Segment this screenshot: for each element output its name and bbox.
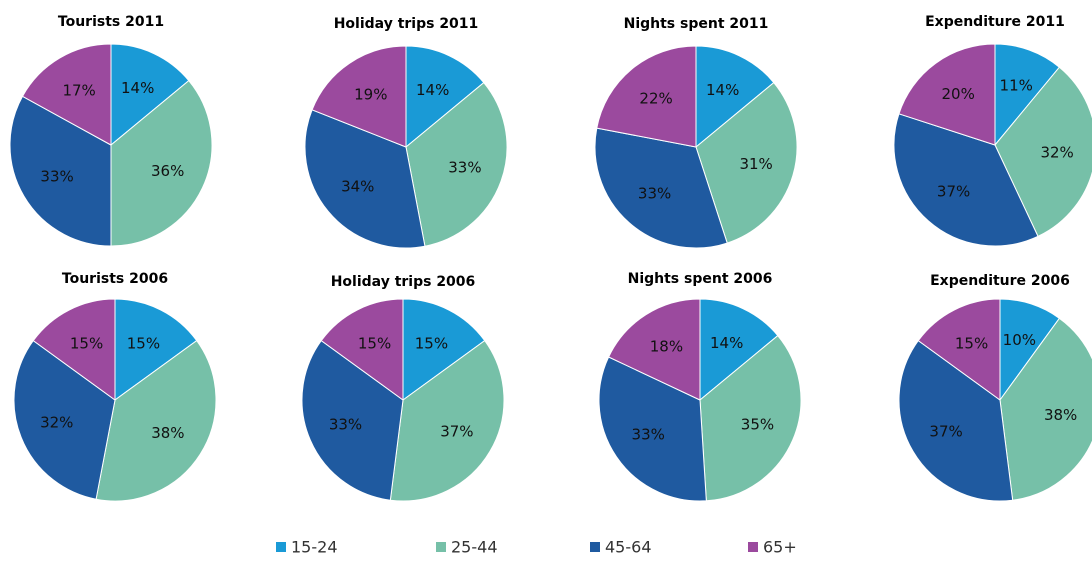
slice-label: 37% (929, 422, 962, 440)
slice-label: 35% (741, 415, 774, 433)
pie-slice (994, 43, 1061, 147)
pie-slice (95, 339, 217, 502)
pie-title: Holiday trips 2006 (331, 274, 476, 290)
pie-slice (695, 81, 798, 244)
slice-label: 17% (62, 82, 95, 100)
slice-label: 32% (1040, 143, 1073, 161)
slice-label: 34% (341, 177, 374, 195)
legend-label: 45-64 (605, 538, 652, 557)
pie-slice (311, 45, 407, 148)
pie-slice (114, 298, 198, 401)
pie-slice (301, 339, 404, 501)
legend-swatch (436, 542, 446, 552)
pie-slice (594, 127, 728, 249)
pie-slice (917, 298, 1001, 401)
slice-label: 10% (1003, 331, 1036, 349)
slice-label: 15% (70, 335, 103, 353)
slice-label: 37% (440, 422, 473, 440)
slice-label: 33% (632, 426, 665, 444)
pie-title: Expenditure 2006 (930, 273, 1070, 289)
pie-slice (402, 298, 486, 401)
pie-slice (304, 109, 426, 249)
pie-title: Nights spent 2006 (628, 271, 773, 287)
slice-label: 38% (1044, 406, 1077, 424)
slice-label: 31% (739, 155, 772, 173)
legend-label: 25-44 (451, 538, 498, 557)
pie-title: Nights spent 2011 (624, 16, 769, 32)
legend-label: 65+ (763, 538, 797, 557)
slice-label: 20% (942, 85, 975, 103)
legend-swatch (748, 542, 758, 552)
legend-swatch (590, 542, 600, 552)
pie-slice (893, 113, 1039, 247)
pie-slice (898, 339, 1014, 502)
slice-label: 15% (955, 335, 988, 353)
pie-slice (110, 79, 213, 247)
slice-label: 33% (448, 159, 481, 177)
slice-label: 33% (40, 167, 73, 185)
pie-slice (21, 43, 112, 146)
slice-label: 38% (151, 424, 184, 442)
pie-slice (598, 356, 707, 502)
pie-slice (9, 95, 112, 247)
slice-label: 14% (706, 81, 739, 99)
pie-slice (898, 43, 996, 146)
slice-label: 14% (416, 81, 449, 99)
slice-label: 32% (40, 414, 73, 432)
pie-title: Tourists 2011 (58, 14, 164, 30)
pie-slice (320, 298, 404, 401)
slice-label: 15% (415, 335, 448, 353)
slice-label: 36% (151, 162, 184, 180)
pie-slice (110, 43, 190, 147)
slice-label: 14% (710, 334, 743, 352)
slice-label: 14% (121, 79, 154, 97)
pie-slice (405, 81, 508, 247)
pie-slice (32, 298, 116, 401)
slice-label: 15% (127, 335, 160, 353)
pie-slice (13, 339, 116, 500)
slice-label: 18% (650, 338, 683, 356)
slice-label: 33% (638, 184, 671, 202)
pie-slice (405, 45, 485, 149)
pie-slice (699, 334, 802, 502)
pie-slice (994, 66, 1092, 238)
slice-label: 22% (639, 89, 672, 107)
legend-swatch (276, 542, 286, 552)
slice-label: 19% (354, 86, 387, 104)
pie-slice (999, 317, 1092, 501)
slice-label: 15% (358, 335, 391, 353)
pie-title: Tourists 2006 (62, 271, 168, 287)
pie-slice (596, 45, 697, 148)
pie-slice (607, 298, 701, 401)
pie-slice (699, 298, 779, 402)
pie-title: Holiday trips 2011 (334, 16, 479, 32)
slice-label: 33% (329, 415, 362, 433)
pie-slice (695, 45, 775, 149)
legend-label: 15-24 (291, 538, 338, 557)
pie-slice (389, 339, 505, 502)
slice-label: 11% (1000, 77, 1033, 95)
pie-title: Expenditure 2011 (925, 14, 1065, 30)
slice-label: 37% (937, 182, 970, 200)
